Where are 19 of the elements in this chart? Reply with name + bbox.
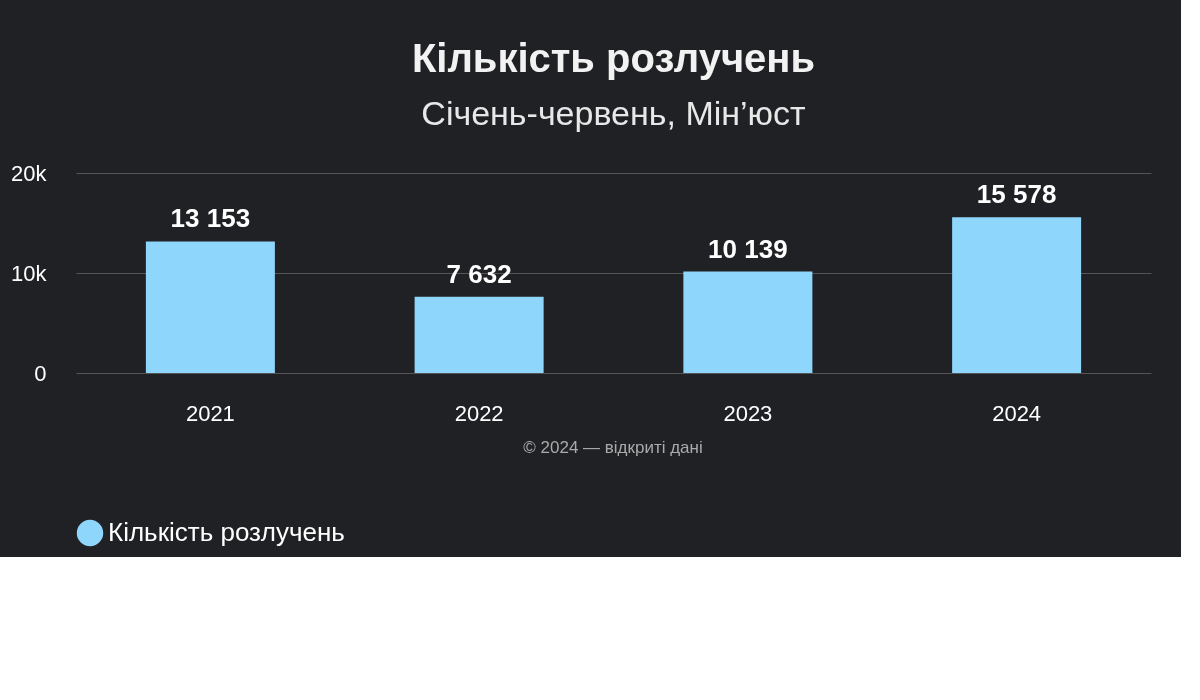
y-tick-label: 0 bbox=[34, 360, 47, 386]
bar bbox=[952, 217, 1082, 373]
data-label: 7 632 bbox=[446, 258, 512, 289]
data-label: 10 139 bbox=[708, 233, 788, 264]
data-label: 13 153 bbox=[170, 203, 251, 234]
legend-label: Кількість розлучень bbox=[108, 517, 345, 547]
x-tick-label: 2024 bbox=[992, 400, 1042, 426]
chart-title: Кількість розлучень bbox=[411, 36, 816, 80]
bar bbox=[414, 296, 544, 373]
x-tick-label: 2022 bbox=[454, 400, 504, 426]
x-tick-label: 2023 bbox=[723, 400, 773, 426]
chart-subtitle: Січень-червень, Мін’юст bbox=[421, 94, 806, 132]
text: © 2024 — відкриті дані bbox=[523, 438, 703, 457]
bar bbox=[683, 271, 813, 373]
x-tick-label: 2021 bbox=[185, 400, 235, 426]
y-tick-label: 10k bbox=[11, 260, 48, 286]
bar bbox=[145, 241, 275, 373]
data-label: 15 578 bbox=[976, 179, 1057, 210]
y-tick-label: 20k bbox=[11, 160, 48, 186]
